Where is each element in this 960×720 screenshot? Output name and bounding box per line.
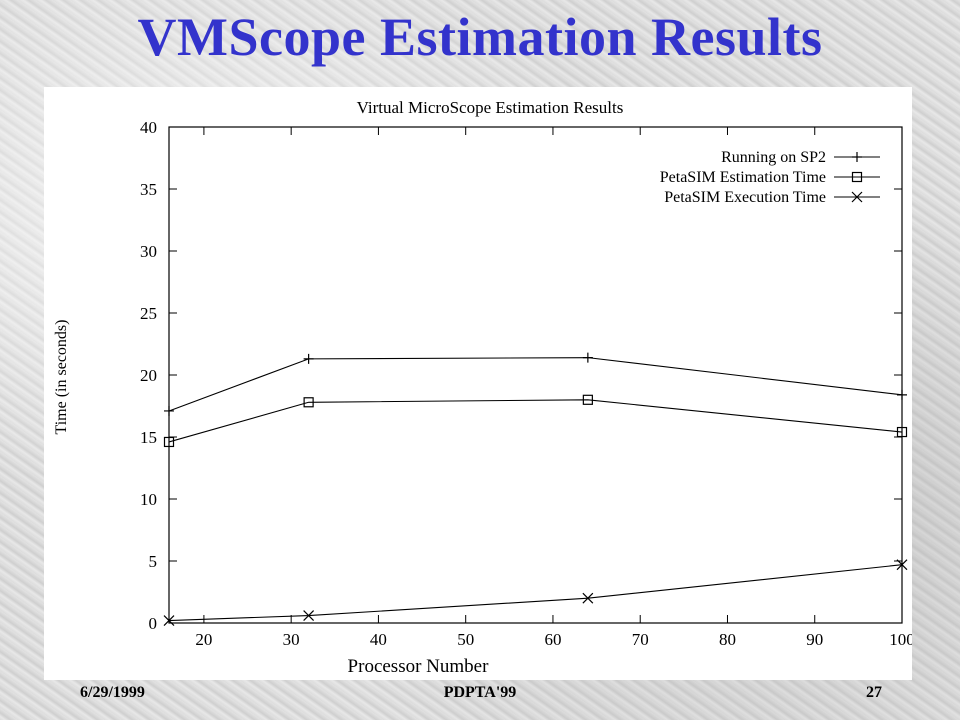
y-axis-label: Time (in seconds)	[53, 320, 70, 435]
series-line-2	[168, 399, 903, 443]
x-tick-label: 30	[283, 630, 300, 649]
legend-label-1: Running on SP2	[721, 149, 826, 166]
data-point-series-3	[582, 592, 594, 604]
legend-label-2: PetaSIM Estimation Time	[660, 169, 826, 186]
data-point-series-3	[303, 610, 315, 621]
data-point-series-3	[163, 615, 175, 626]
x-tick-label: 20	[195, 630, 212, 649]
y-tick-label: 30	[140, 242, 157, 261]
x-axis-label: Processor Number	[348, 656, 490, 677]
data-point-series-2	[163, 436, 175, 448]
y-tick-label: 10	[140, 490, 157, 509]
data-point-series-3	[896, 559, 908, 571]
plot-layer: 0 5 10 15 20 25 30 35 40 20 30 40 50 60 70 80 90 100 Runni…	[140, 118, 912, 649]
y-tick-label: 25	[140, 304, 157, 323]
x-tick-label: 40	[370, 630, 387, 649]
y-tick-label: 0	[149, 614, 158, 633]
series-line-3	[168, 564, 903, 622]
data-point-series-1	[303, 353, 314, 364]
footer-date: 6/29/1999	[80, 684, 145, 701]
data-point-series-2	[896, 426, 908, 438]
x-tick-label: 90	[806, 630, 823, 649]
footer-page-number: 27	[866, 684, 882, 701]
series-line-1	[168, 357, 903, 412]
footer-conference: PDPTA'99	[443, 684, 517, 701]
slide-title: VMScope Estimation Results	[137, 7, 823, 67]
x-tick-label: 50	[457, 630, 474, 649]
legend-marker-2	[851, 171, 863, 183]
x-tick-label: 70	[632, 630, 649, 649]
data-point-series-1	[582, 352, 593, 363]
data-point-series-2	[582, 394, 593, 405]
data-point-series-1	[164, 405, 174, 416]
legend-marker-3	[851, 191, 863, 203]
x-tick-label: 80	[719, 630, 736, 649]
x-tick-label: 100	[889, 630, 912, 649]
legend-label-3: PetaSIM Execution Time	[664, 189, 826, 206]
y-tick-label: 35	[140, 180, 157, 199]
data-point-series-1	[897, 389, 907, 400]
y-tick-label: 40	[140, 118, 157, 137]
x-tick-label: 60	[544, 630, 561, 649]
line-chart: Virtual MicroScope Estimation Results Pr…	[53, 98, 912, 677]
data-point-series-2	[303, 397, 314, 408]
y-tick-label: 20	[140, 366, 157, 385]
y-tick-label: 15	[140, 428, 157, 447]
legend-marker-1	[852, 152, 862, 162]
y-tick-label: 5	[149, 552, 158, 571]
chart-panel: Virtual MicroScope Estimation Results Pr…	[44, 87, 912, 680]
chart-title: Virtual MicroScope Estimation Results	[357, 98, 624, 117]
